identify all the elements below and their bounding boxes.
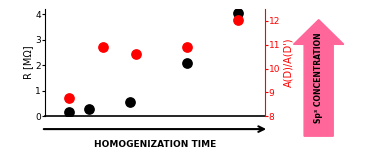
Y-axis label: R [MΩ]: R [MΩ] <box>23 46 33 79</box>
Point <box>127 101 133 103</box>
Point <box>235 18 241 21</box>
Point <box>235 12 241 14</box>
Point <box>184 46 190 48</box>
Point <box>86 107 92 110</box>
Text: HOMOGENIZATION TIME: HOMOGENIZATION TIME <box>94 140 216 149</box>
Point <box>66 111 72 114</box>
Point <box>184 61 190 64</box>
Point <box>100 46 106 48</box>
Point <box>133 53 139 55</box>
Point <box>66 97 72 100</box>
FancyArrow shape <box>294 20 344 136</box>
Y-axis label: A(D)/A(D'): A(D)/A(D') <box>283 38 293 87</box>
Text: Sp³ CONCENTRATION: Sp³ CONCENTRATION <box>314 32 323 123</box>
